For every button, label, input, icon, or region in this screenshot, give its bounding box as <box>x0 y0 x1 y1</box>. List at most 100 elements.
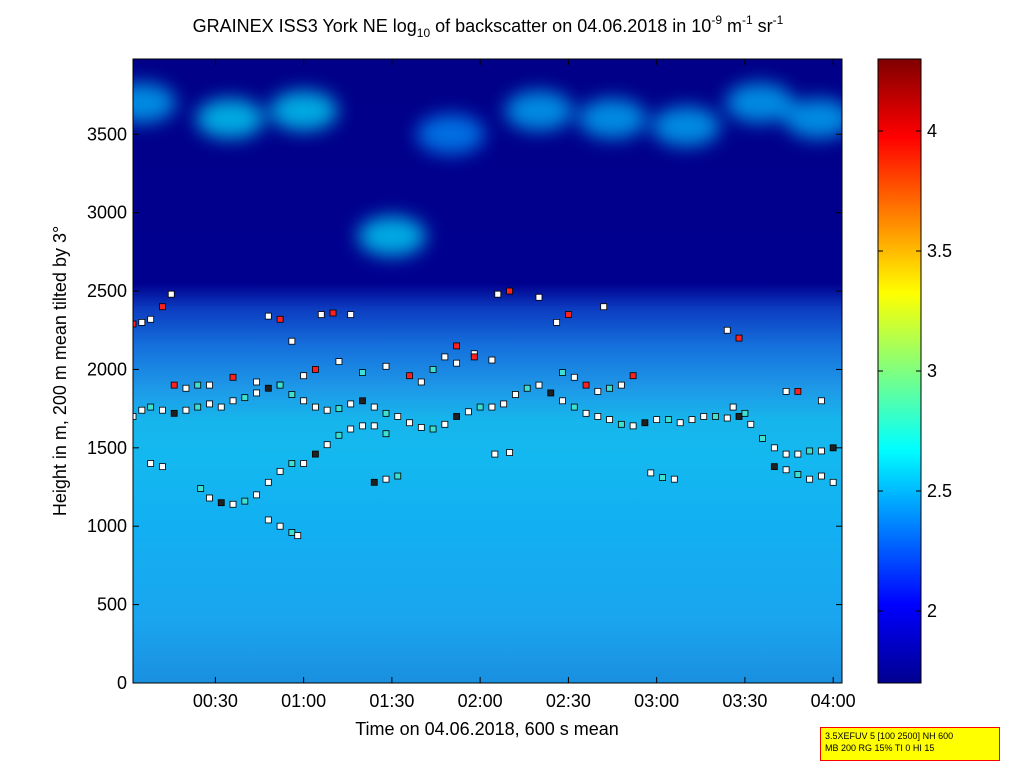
x-tick-label: 03:30 <box>722 691 767 711</box>
data-marker <box>394 413 402 420</box>
data-marker <box>182 406 190 414</box>
data-marker <box>335 431 343 439</box>
data-marker <box>535 381 543 389</box>
cloud-patches <box>133 82 842 257</box>
cloud-patch <box>504 90 573 131</box>
data-marker <box>206 400 213 408</box>
data-marker <box>370 478 378 486</box>
data-marker <box>417 378 425 386</box>
data-marker <box>264 478 272 486</box>
data-marker <box>194 381 202 389</box>
data-marker <box>288 391 296 398</box>
data-marker <box>300 397 308 405</box>
data-marker <box>818 447 825 455</box>
y-tick-label: 3500 <box>87 124 127 144</box>
data-marker <box>300 460 308 467</box>
data-marker <box>464 408 472 416</box>
data-marker <box>559 369 566 376</box>
cloud-patch <box>196 98 265 139</box>
data-marker <box>138 318 146 326</box>
data-marker <box>629 372 637 380</box>
colorbar-tick-label: 3.5 <box>927 241 952 261</box>
data-marker <box>441 353 449 361</box>
x-tick-label: 03:00 <box>634 691 679 711</box>
data-marker <box>512 391 519 398</box>
data-marker <box>470 353 478 361</box>
data-marker <box>311 450 319 458</box>
data-marker <box>429 366 437 373</box>
data-marker <box>406 419 413 427</box>
data-marker <box>659 474 666 482</box>
x-tick-label: 01:00 <box>281 691 326 711</box>
y-axis: 0 500 1000 1500 2000 2500 3000 3500 <box>87 124 842 693</box>
cloud-patch <box>725 82 794 123</box>
data-marker <box>170 409 178 417</box>
data-marker <box>723 414 731 422</box>
data-marker <box>370 403 378 411</box>
data-marker <box>582 409 590 417</box>
data-marker <box>617 420 625 428</box>
data-marker <box>829 478 837 486</box>
plot-frame <box>132 58 843 684</box>
data-marker <box>294 532 302 540</box>
data-marker <box>159 463 166 471</box>
data-marker <box>506 449 513 456</box>
data-marker <box>429 425 437 433</box>
data-marker <box>688 416 696 424</box>
data-marker <box>335 405 343 413</box>
colorbar-tick-label: 2.5 <box>927 481 952 501</box>
data-marker <box>133 413 137 420</box>
data-marker <box>759 435 766 442</box>
data-marker <box>818 472 825 480</box>
data-marker <box>323 406 331 414</box>
data-marker <box>359 397 366 405</box>
cloud-patch <box>416 114 485 155</box>
data-marker <box>735 334 743 342</box>
data-marker <box>741 409 749 417</box>
data-marker <box>370 422 378 430</box>
data-marker <box>347 425 355 433</box>
data-marker <box>491 450 499 458</box>
data-marker <box>167 290 175 298</box>
data-marker <box>229 500 237 508</box>
data-marker <box>441 420 449 428</box>
data-marker <box>453 359 461 367</box>
data-marker <box>506 287 513 295</box>
data-marker <box>329 309 337 317</box>
x-tick-label: 02:30 <box>546 691 591 711</box>
data-marker <box>570 373 578 381</box>
data-marker <box>794 387 802 395</box>
data-marker <box>217 403 225 411</box>
data-marker <box>147 460 155 467</box>
data-marker <box>500 400 508 408</box>
colorbar-axis: 2 2.5 3 3.5 4 <box>878 121 952 621</box>
data-marker <box>382 475 390 483</box>
data-marker <box>311 403 319 411</box>
layer-markers <box>133 287 837 540</box>
data-marker <box>300 372 308 380</box>
data-marker <box>606 384 613 392</box>
data-marker <box>335 358 343 365</box>
data-marker <box>712 413 719 420</box>
x-tick-label: 00:30 <box>193 691 238 711</box>
data-marker <box>264 384 272 392</box>
data-marker <box>806 475 814 483</box>
data-marker <box>417 424 425 431</box>
data-marker <box>523 384 531 392</box>
y-tick-label: 2500 <box>87 281 127 301</box>
data-marker <box>253 389 260 397</box>
data-marker <box>197 485 205 492</box>
data-marker <box>553 318 561 326</box>
cloud-patch <box>578 98 647 139</box>
data-marker <box>347 400 355 408</box>
data-marker <box>582 381 590 389</box>
cloud-patch <box>269 90 338 131</box>
data-marker <box>147 315 155 323</box>
data-marker <box>288 460 296 467</box>
data-marker <box>729 403 737 411</box>
y-tick-label: 1500 <box>87 438 127 458</box>
data-marker <box>288 529 296 536</box>
x-tick-label: 04:00 <box>811 691 856 711</box>
data-marker <box>476 403 484 411</box>
data-marker <box>770 444 778 452</box>
